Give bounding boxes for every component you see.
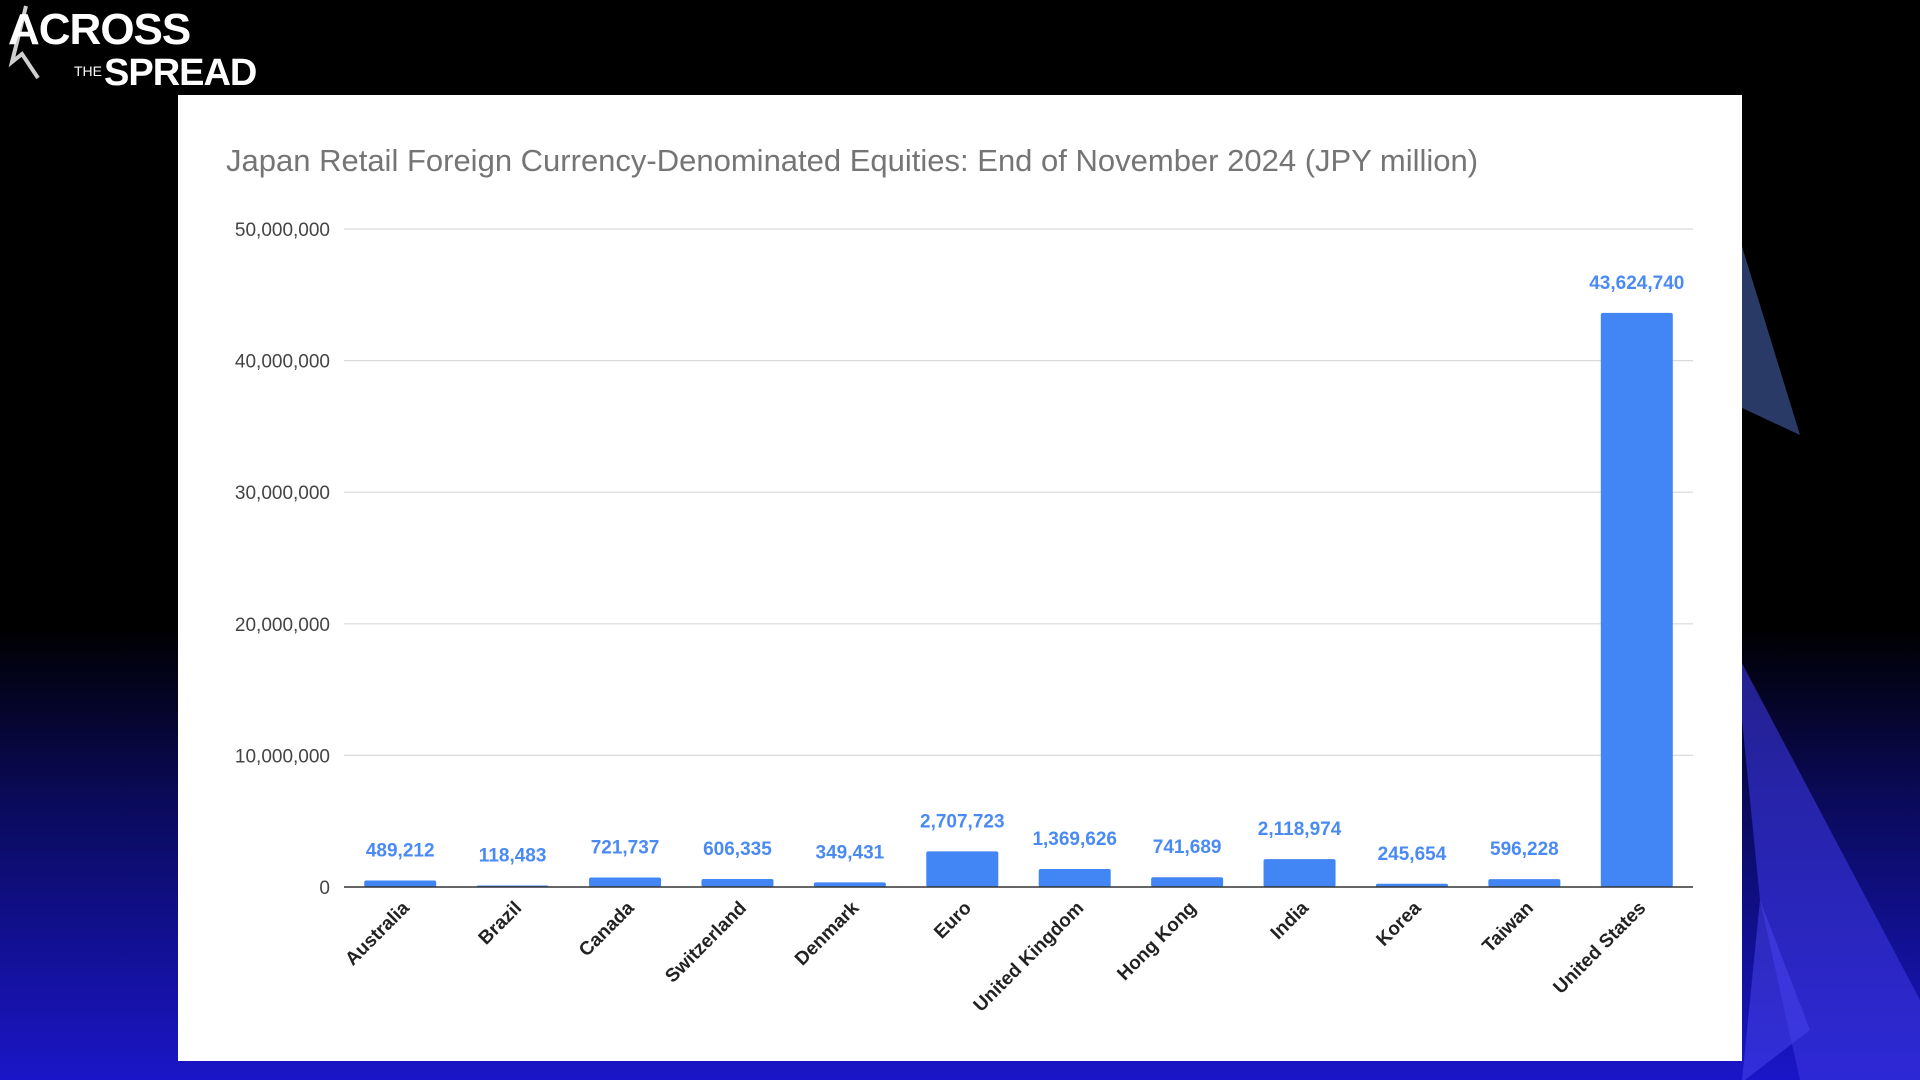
bar bbox=[926, 851, 999, 887]
y-tick-label: 30,000,000 bbox=[235, 483, 330, 504]
bar bbox=[1375, 883, 1448, 887]
bars bbox=[364, 312, 1673, 887]
bar bbox=[364, 880, 437, 887]
bar bbox=[1038, 868, 1111, 887]
data-label: 2,118,974 bbox=[1258, 819, 1342, 840]
y-tick-label: 0 bbox=[319, 878, 330, 899]
data-label: 606,335 bbox=[703, 839, 772, 860]
bar bbox=[1600, 312, 1673, 887]
brand-logo: ACROSS THE SPREAD bbox=[4, 2, 257, 94]
x-tick-label: Australia bbox=[341, 897, 414, 970]
x-tick-label: India bbox=[1267, 897, 1314, 944]
bar bbox=[813, 882, 886, 887]
logo-text-the: THE bbox=[74, 63, 102, 79]
x-tick-label: United Kingdom bbox=[970, 898, 1089, 1017]
x-tick-label: United States bbox=[1550, 898, 1651, 999]
decor-stripe-corner bbox=[1742, 900, 1810, 1080]
data-label: 489,212 bbox=[366, 841, 435, 862]
data-label: 245,654 bbox=[1378, 844, 1447, 865]
y-tick-label: 20,000,000 bbox=[235, 615, 330, 636]
x-tick-label: Euro bbox=[930, 898, 975, 943]
logo-text-spread: SPREAD bbox=[104, 52, 257, 94]
chart-panel: 0 10,000,000 20,000,000 30,000,000 40,000,00… bbox=[178, 95, 1742, 1061]
data-label: 596,228 bbox=[1490, 839, 1559, 860]
bar bbox=[1488, 879, 1561, 887]
data-label: 349,431 bbox=[816, 842, 885, 863]
x-tick-label: Korea bbox=[1373, 897, 1426, 950]
data-label: 1,369,626 bbox=[1032, 829, 1117, 850]
logo-text-across: ACROSS bbox=[8, 5, 191, 54]
bar-chart: 0 10,000,000 20,000,000 30,000,000 40,000,00… bbox=[235, 220, 1693, 1016]
x-tick-label: Canada bbox=[575, 897, 639, 961]
logo-arrow-icon bbox=[8, 5, 40, 80]
y-tick-label: 40,000,000 bbox=[235, 352, 330, 373]
x-tick-label: Hong Kong bbox=[1113, 898, 1200, 985]
data-label: 2,707,723 bbox=[920, 811, 1005, 832]
bar bbox=[701, 879, 774, 887]
grid-lines bbox=[344, 228, 1693, 757]
x-tick-label: Taiwan bbox=[1479, 898, 1538, 957]
data-label: 118,483 bbox=[479, 845, 547, 866]
y-tick-label: 10,000,000 bbox=[235, 746, 330, 767]
x-tick-label: Switzerland bbox=[661, 898, 751, 988]
y-axis-tick-labels: 0 10,000,000 20,000,000 30,000,000 40,000,00… bbox=[235, 220, 330, 899]
x-tick-label: Denmark bbox=[791, 897, 864, 970]
bar bbox=[1263, 859, 1336, 887]
x-axis-tick-labels: Australia Brazil Canada Switzerland Denmark E… bbox=[341, 897, 1650, 1016]
y-tick-label: 50,000,000 bbox=[235, 220, 330, 241]
data-label: 721,737 bbox=[591, 838, 660, 859]
x-tick-label: Brazil bbox=[475, 898, 526, 949]
bar bbox=[1151, 877, 1224, 887]
data-label: 43,624,740 bbox=[1589, 273, 1684, 294]
chart-title: Japan Retail Foreign Currency-Denominate… bbox=[226, 143, 1479, 178]
data-label: 741,689 bbox=[1153, 837, 1222, 858]
data-labels: 489,212 118,483 721,737 606,335 349,431 2,707… bbox=[366, 273, 1684, 867]
bar bbox=[589, 877, 662, 887]
